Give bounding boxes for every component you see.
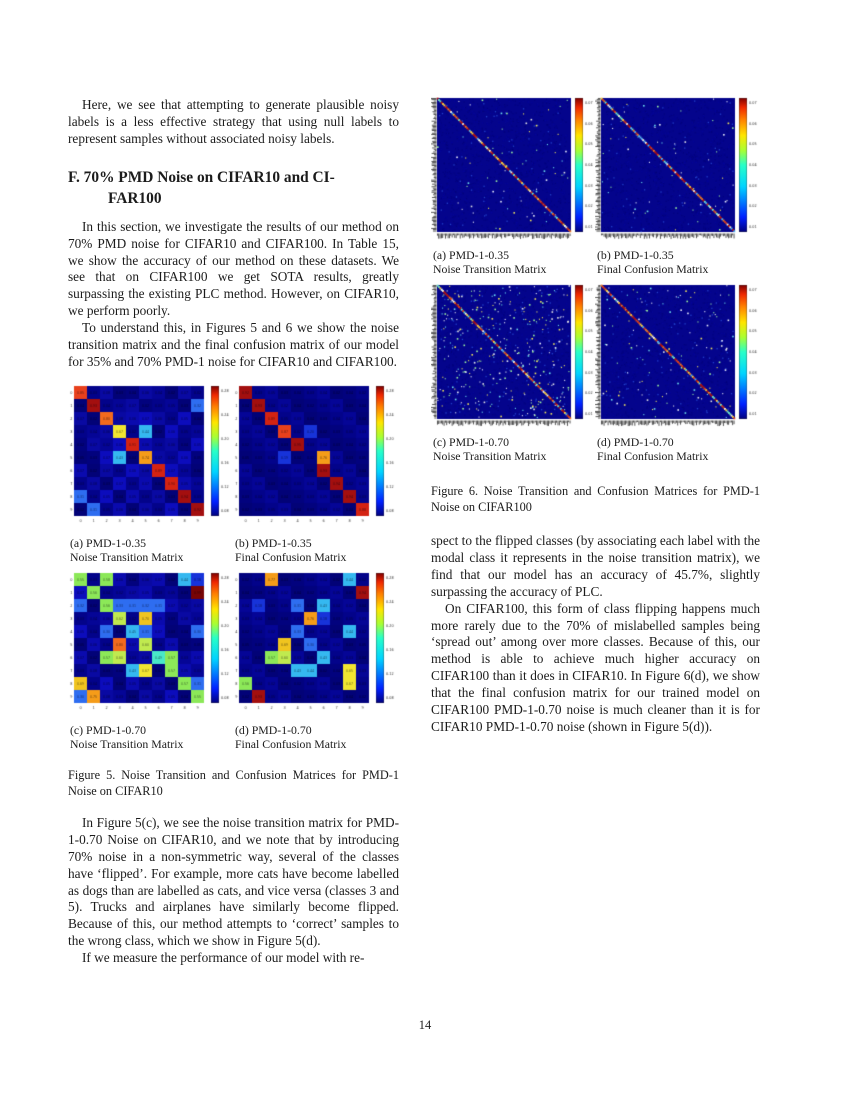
subfigure-sublabel: Noise Transition Matrix [70,549,184,564]
subfigure-label: (c) PMD-1-0.70 [433,435,510,449]
subfigure-sublabel: Final Confusion Matrix [235,549,347,564]
right-column: (a) PMD-1-0.35 Noise Transition Matrix (… [431,97,760,736]
figure-5-grid: (a) PMD-1-0.35 Noise Transition Matrix (… [68,384,399,759]
subfigure-caption: (b) PMD-1-0.35 Final Confusion Matrix [233,536,398,564]
subfigure: (b) PMD-1-0.35 Final Confusion Matrix [233,384,398,572]
subfigure-caption: (d) PMD-1-0.70 Final Confusion Matrix [595,435,759,463]
subfigure: (c) PMD-1-0.70 Noise Transition Matrix [431,284,595,471]
paragraph: On CIFAR100, this form of class flipping… [431,600,760,734]
subfigure: (d) PMD-1-0.70 Final Confusion Matrix [595,284,759,471]
paragraph: To understand this, in Figures 5 and 6 w… [68,320,399,369]
left-column: Here, we see that attempting to generate… [68,97,399,967]
subfigure: (a) PMD-1-0.35 Noise Transition Matrix [68,384,233,572]
subfigure-label: (b) PMD-1-0.35 [235,535,312,550]
figure-6-caption: Figure 6. Noise Transition and Confusion… [431,484,760,514]
subfigure-label: (c) PMD-1-0.70 [70,722,147,737]
subfigure-caption: (a) PMD-1-0.35 Noise Transition Matrix [431,248,595,276]
subfigure-label: (d) PMD-1-0.70 [597,435,674,449]
subfigure-caption: (c) PMD-1-0.70 Noise Transition Matrix [68,723,233,751]
paragraph: If we measure the performance of our mod… [82,950,365,966]
figure-5: (a) PMD-1-0.35 Noise Transition Matrix (… [68,384,399,799]
subfigure-sublabel: Noise Transition Matrix [433,262,547,276]
subfigure-label: (a) PMD-1-0.35 [433,248,510,262]
subfigure-caption: (d) PMD-1-0.70 Final Confusion Matrix [233,723,398,751]
subfigure: (a) PMD-1-0.35 Noise Transition Matrix [431,97,595,284]
figure-6-grid: (a) PMD-1-0.35 Noise Transition Matrix (… [431,97,760,471]
heatmap-canvas [431,97,595,243]
paragraph: Here, we see that attempting to generate… [68,97,399,146]
heatmap-canvas [595,97,759,243]
subfigure-caption: (a) PMD-1-0.35 Noise Transition Matrix [68,536,233,564]
paragraph: In Figure 5(c), we see the noise transit… [68,814,399,949]
heatmap-canvas [68,384,233,531]
heatmap-canvas [233,384,398,531]
paragraph: In this section, we investigate the resu… [68,218,399,319]
section-heading-line2: FAR100 [108,189,162,207]
subfigure: (d) PMD-1-0.70 Final Confusion Matrix [233,571,398,759]
subfigure-sublabel: Noise Transition Matrix [433,449,547,463]
subfigure-sublabel: Final Confusion Matrix [235,736,347,751]
subfigure-caption: (b) PMD-1-0.35 Final Confusion Matrix [595,248,759,276]
subfigure-label: (a) PMD-1-0.35 [70,535,147,550]
figure-5-caption: Figure 5. Noise Transition and Confusion… [68,767,399,798]
figure-6: (a) PMD-1-0.35 Noise Transition Matrix (… [431,97,760,515]
heatmap-canvas [233,571,398,718]
heatmap-canvas [68,571,233,718]
subfigure-caption: (c) PMD-1-0.70 Noise Transition Matrix [431,435,595,463]
paragraph: spect to the flipped classes (by associa… [431,533,760,599]
subfigure: (b) PMD-1-0.35 Final Confusion Matrix [595,97,759,284]
subfigure-label: (d) PMD-1-0.70 [235,722,312,737]
subfigure-sublabel: Noise Transition Matrix [70,736,184,751]
section-heading-line1: F. 70% PMD Noise on CIFAR10 and CI- [68,168,335,186]
subfigure: (c) PMD-1-0.70 Noise Transition Matrix [68,571,233,759]
page-number: 14 [418,1018,432,1032]
subfigure-label: (b) PMD-1-0.35 [597,248,674,262]
heatmap-canvas [431,284,595,430]
subfigure-sublabel: Final Confusion Matrix [597,449,709,463]
section-heading: F. 70% PMD Noise on CIFAR10 and CI- FAR10… [68,167,399,209]
subfigure-sublabel: Final Confusion Matrix [597,262,709,276]
heatmap-canvas [595,284,759,430]
